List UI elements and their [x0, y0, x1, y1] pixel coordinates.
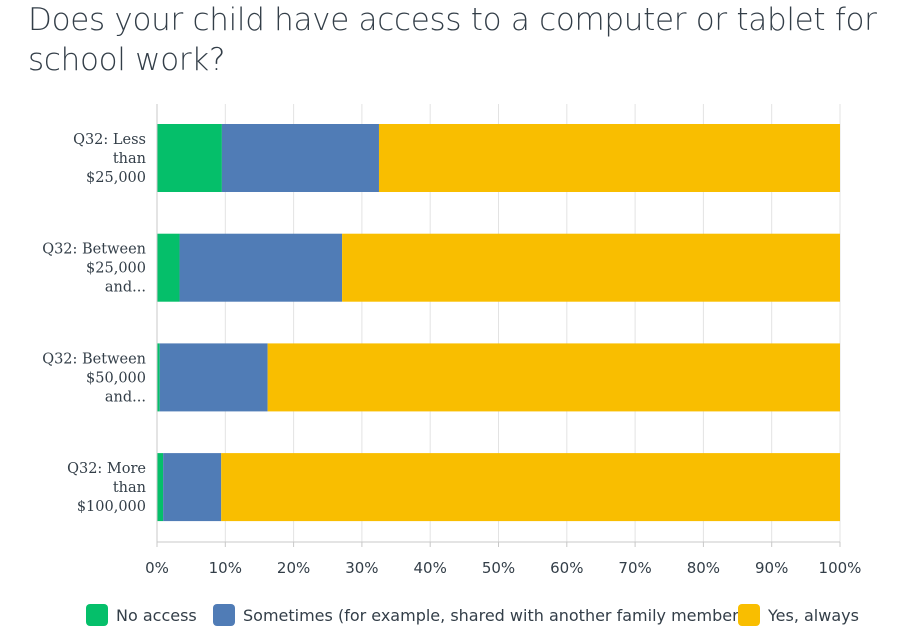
legend-label-sometimes: Sometimes (for example, shared with anot… — [243, 605, 745, 625]
x-tick-label: 100% — [819, 559, 862, 577]
x-tick-label: 30% — [345, 559, 378, 577]
x-tick-label: 70% — [618, 559, 651, 577]
stacked-bar-chart: Q32: Less than $25,000 Q32: Between $25,000 a… — [42, 104, 861, 577]
legend-item-yes-always[interactable]: Yes, always — [738, 604, 859, 626]
bar-segment[interactable] — [163, 453, 222, 522]
bar-segment[interactable] — [267, 343, 840, 412]
bar-segment[interactable] — [221, 124, 379, 192]
x-tick-label: 0% — [145, 559, 169, 577]
bar-series — [157, 124, 840, 522]
legend-item-sometimes[interactable]: Sometimes (for example, shared with anot… — [213, 604, 745, 626]
bar-segment[interactable] — [378, 124, 840, 192]
legend-label-no-access: No access — [116, 605, 197, 625]
bar-segment[interactable] — [221, 453, 840, 522]
bar-segment[interactable] — [159, 343, 268, 412]
legend-swatch-no-access — [86, 604, 108, 626]
category-label: Q32: Between $25,000 and... — [42, 242, 146, 296]
bar-segment[interactable] — [157, 124, 222, 192]
bar-segment[interactable] — [342, 233, 840, 302]
bar-segment[interactable] — [157, 233, 180, 302]
bar-segment[interactable] — [179, 233, 343, 302]
x-tick-label: 20% — [277, 559, 310, 577]
x-tick-labels: 0% 10% 20% 30% 40% 50% 60% 70% 80% 90% 100% — [145, 559, 861, 577]
chart-title: Does your child have access to a compute… — [28, 2, 877, 78]
x-tick-label: 90% — [755, 559, 788, 577]
legend-label-yes-always: Yes, always — [768, 605, 859, 625]
chart-legend: No access Sometimes (for example, shared… — [0, 604, 924, 634]
legend-swatch-yes-always — [738, 604, 760, 626]
x-tick-label: 40% — [414, 559, 447, 577]
legend-swatch-sometimes — [213, 604, 235, 626]
category-label: Q32: More than $100,000 — [67, 461, 146, 515]
x-tick-label: 50% — [482, 559, 515, 577]
axes — [156, 104, 841, 547]
category-labels: Q32: Less than $25,000 Q32: Between $25,000 a… — [42, 132, 146, 515]
category-label: Q32: Between $50,000 and... — [42, 351, 146, 405]
category-label: Q32: Less than $25,000 — [73, 132, 146, 186]
bar-segment[interactable] — [157, 453, 164, 522]
x-tick-label: 80% — [687, 559, 720, 577]
x-tick-label: 10% — [209, 559, 242, 577]
legend-item-no-access[interactable]: No access — [86, 604, 197, 626]
x-tick-label: 60% — [550, 559, 583, 577]
bar-segment[interactable] — [157, 343, 160, 412]
